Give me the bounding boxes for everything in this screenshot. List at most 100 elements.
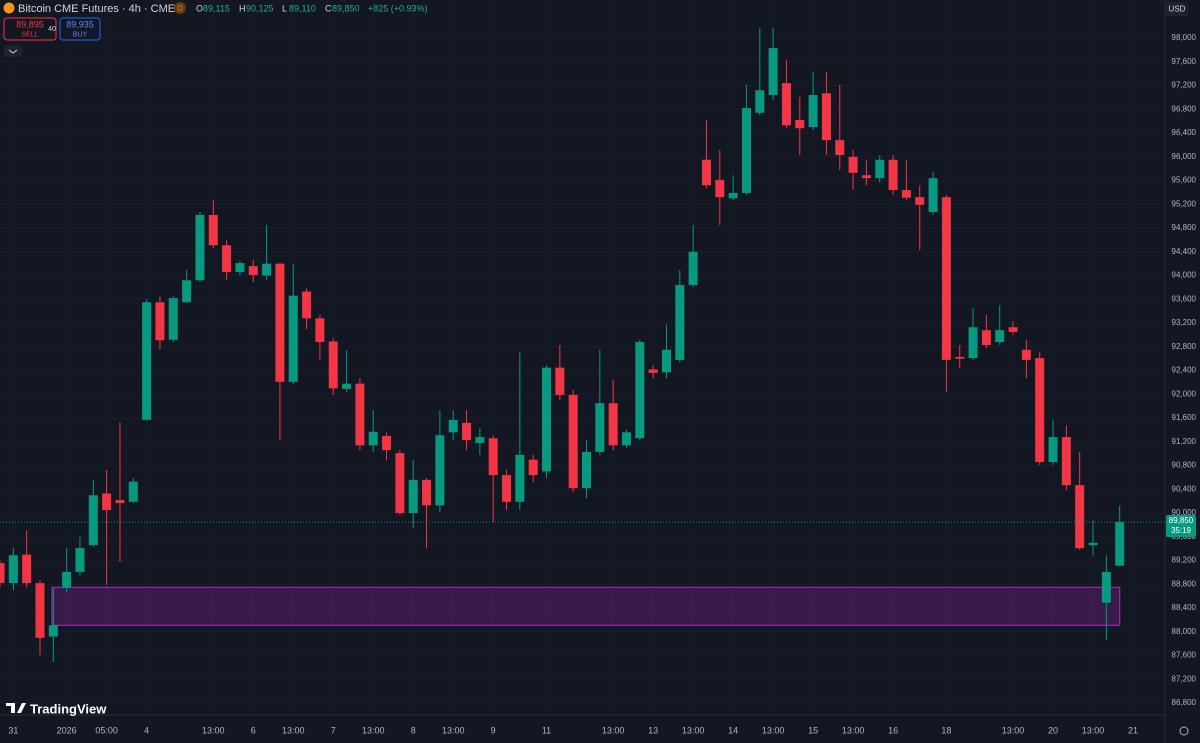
x-tick-label: 13:00 xyxy=(842,725,865,735)
candle-body xyxy=(128,481,138,502)
candle-body xyxy=(248,266,258,275)
candle-body xyxy=(342,383,352,389)
candle-body xyxy=(22,554,32,584)
candle-body xyxy=(48,625,58,637)
candle-body xyxy=(928,178,938,213)
y-tick-label: 92,400 xyxy=(1172,366,1197,375)
candles xyxy=(0,27,1165,663)
candle-body xyxy=(675,285,685,360)
spread: 40 xyxy=(48,26,56,33)
candle-body xyxy=(75,548,85,572)
candle-body xyxy=(621,432,631,446)
candle-body xyxy=(8,555,18,584)
candle-body xyxy=(368,431,378,446)
candle-body xyxy=(835,140,845,155)
ohlc-key: C xyxy=(325,3,332,13)
ohlc-legend: O 89,115 H 90,125 L 89,110 C 89,850 +825 (+0.93%… xyxy=(196,3,428,13)
candle-body xyxy=(915,197,925,205)
x-tick-label: 13:00 xyxy=(202,725,225,735)
ohlc-value: 90,125 xyxy=(246,3,274,13)
x-tick-label: 7 xyxy=(331,725,336,735)
last-price-label: 89,850 xyxy=(1169,516,1194,525)
y-tick-label: 98,000 xyxy=(1172,33,1197,42)
y-tick-label: 94,800 xyxy=(1172,223,1197,232)
candle-body xyxy=(168,298,178,340)
candle-body xyxy=(795,119,805,129)
y-tick-label: 94,000 xyxy=(1172,271,1197,280)
symbol-title: Bitcoin CME Futures · 4h · CME xyxy=(18,3,175,15)
y-tick-label: 95,600 xyxy=(1172,176,1197,185)
y-tick-label: 88,000 xyxy=(1172,627,1197,636)
ohlc-key: O xyxy=(196,3,203,13)
x-tick-label: 11 xyxy=(542,725,551,735)
y-tick-label: 87,200 xyxy=(1172,674,1197,683)
candle-body xyxy=(195,214,205,281)
y-tick-label: 90,000 xyxy=(1172,508,1197,517)
x-tick-label: 13 xyxy=(648,725,658,735)
x-tick-label: 16 xyxy=(888,725,898,735)
candle-body xyxy=(955,356,965,359)
sell-label: SELL xyxy=(21,31,38,38)
candle-body xyxy=(1021,349,1031,360)
candle-body xyxy=(555,367,565,395)
interval-badge: D xyxy=(177,4,183,13)
candle-body xyxy=(995,330,1005,343)
candle-body xyxy=(1101,571,1111,603)
candle-body xyxy=(968,327,978,359)
candle-body xyxy=(688,251,698,286)
x-tick-label: 05:00 xyxy=(95,725,118,735)
sell-button[interactable] xyxy=(3,17,57,41)
candle-body xyxy=(1048,437,1058,463)
x-tick-label: 14 xyxy=(728,725,738,735)
candle-body xyxy=(88,495,98,546)
candle-body xyxy=(235,263,245,272)
ohlc-value: 89,115 xyxy=(203,3,230,13)
candle-body xyxy=(462,422,472,441)
candle-body xyxy=(542,367,552,472)
candle-body xyxy=(715,179,725,198)
currency-button[interactable] xyxy=(1166,2,1188,16)
ohlc-key: L xyxy=(282,3,287,13)
y-tick-label: 89,200 xyxy=(1172,556,1197,565)
collapse-button[interactable] xyxy=(4,45,22,57)
ohlc-value: 89,110 xyxy=(289,3,316,13)
candle-body xyxy=(408,479,418,514)
candle-body xyxy=(728,193,738,199)
y-tick-label: 97,600 xyxy=(1172,57,1197,66)
sell-price: 89,895 xyxy=(16,19,44,29)
y-tick-label: 96,000 xyxy=(1172,152,1197,161)
x-tick-label: 15 xyxy=(808,725,818,735)
x-tick-label: 31 xyxy=(8,725,18,735)
x-tick-label: 8 xyxy=(411,725,416,735)
x-tick-label: 13:00 xyxy=(1082,725,1105,735)
settings-icon[interactable] xyxy=(1179,726,1189,736)
candle-body xyxy=(901,190,911,198)
x-tick-label: 13:00 xyxy=(602,725,625,735)
candle-body xyxy=(635,342,645,439)
candle-body xyxy=(355,383,365,446)
candle-body xyxy=(755,90,765,113)
countdown: 35:19 xyxy=(1171,526,1192,535)
y-tick-label: 90,400 xyxy=(1172,484,1197,493)
y-tick-label: 96,800 xyxy=(1172,104,1197,113)
buy-price: 89,935 xyxy=(66,19,94,29)
buy-button[interactable] xyxy=(59,17,101,41)
x-tick-label: 2026 xyxy=(57,725,77,735)
x-tick-label: 9 xyxy=(491,725,496,735)
candle-body xyxy=(648,369,658,373)
candle-body xyxy=(1088,542,1098,546)
x-tick-label: 13:00 xyxy=(442,725,465,735)
collapse-icon xyxy=(8,49,18,54)
candle-body xyxy=(62,571,72,588)
x-tick-label: 6 xyxy=(251,725,256,735)
candle-body xyxy=(568,394,578,489)
candle-body xyxy=(115,500,125,503)
buy-label: BUY xyxy=(73,31,88,38)
y-tick-label: 87,600 xyxy=(1172,651,1197,660)
candle-body xyxy=(608,403,618,446)
candle-body xyxy=(781,83,791,126)
y-tick-label: 94,400 xyxy=(1172,247,1197,256)
candle-body xyxy=(155,302,165,341)
